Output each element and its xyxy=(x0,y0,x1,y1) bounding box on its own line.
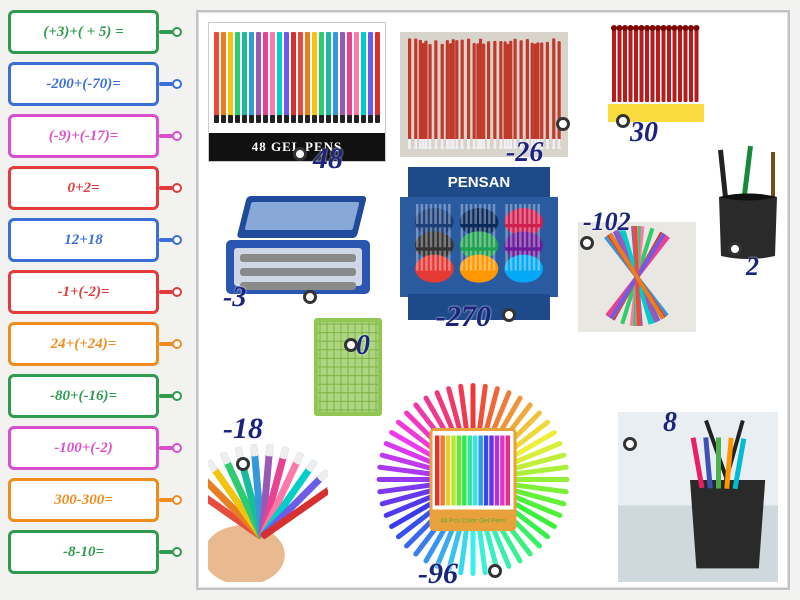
question-item[interactable]: (+3)+( + 5) = xyxy=(8,10,182,54)
question-box[interactable]: -200+(-70)= xyxy=(8,62,159,106)
matching-board: 48 GEL PENS 48 -26 30 2 -102 PENSAN -270 -3 0… xyxy=(196,10,790,590)
question-plug-icon[interactable] xyxy=(172,339,182,349)
question-connector xyxy=(159,134,173,138)
question-plug-icon[interactable] xyxy=(172,131,182,141)
drop-target[interactable] xyxy=(713,142,783,262)
target-value-label: 2 xyxy=(746,252,759,282)
drop-socket-icon[interactable] xyxy=(728,242,742,256)
question-item[interactable]: -200+(-70)= xyxy=(8,62,182,106)
question-box[interactable]: -80+(-16)= xyxy=(8,374,159,418)
svg-text:48 Pcs Color Gel Pens: 48 Pcs Color Gel Pens xyxy=(440,518,507,525)
drop-target[interactable]: 48 Pcs Color Gel Pens xyxy=(373,372,573,587)
question-plug-icon[interactable] xyxy=(172,443,182,453)
question-plug-icon[interactable] xyxy=(172,287,182,297)
question-plug-icon[interactable] xyxy=(172,391,182,401)
drop-socket-icon[interactable] xyxy=(623,437,637,451)
question-connector xyxy=(159,290,173,294)
question-connector xyxy=(159,30,173,34)
target-value-label: 8 xyxy=(663,407,677,439)
question-box[interactable]: 12+18 xyxy=(8,218,159,262)
drop-socket-icon[interactable] xyxy=(236,457,250,471)
question-box[interactable]: 0+2= xyxy=(8,166,159,210)
question-item[interactable]: -80+(-16)= xyxy=(8,374,182,418)
question-item[interactable]: (-9)+(-17)= xyxy=(8,114,182,158)
question-connector xyxy=(159,238,173,242)
drop-socket-icon[interactable] xyxy=(580,236,594,250)
target-value-label: 30 xyxy=(630,117,658,149)
question-plug-icon[interactable] xyxy=(172,547,182,557)
target-value-label: 48 xyxy=(313,142,343,176)
svg-text:PENSAN: PENSAN xyxy=(448,174,511,191)
question-connector xyxy=(159,498,173,502)
question-item[interactable]: -1+(-2)= xyxy=(8,270,182,314)
target-value-label: -26 xyxy=(506,137,543,169)
drop-target[interactable] xyxy=(608,22,704,122)
drop-socket-icon[interactable] xyxy=(344,338,358,352)
drop-socket-icon[interactable] xyxy=(616,114,630,128)
target-value-label: -96 xyxy=(418,557,458,591)
question-connector xyxy=(159,550,173,554)
target-value-label: 0 xyxy=(356,330,370,362)
question-box[interactable]: -8-10= xyxy=(8,530,159,574)
drop-socket-icon[interactable] xyxy=(556,117,570,131)
target-value-label: -3 xyxy=(223,282,246,314)
drop-target[interactable] xyxy=(208,432,328,582)
drop-target[interactable]: PENSAN xyxy=(398,162,560,322)
question-plug-icon[interactable] xyxy=(172,495,182,505)
target-value-label: -270 xyxy=(436,300,491,334)
drop-target[interactable] xyxy=(578,222,696,332)
question-connector xyxy=(159,82,173,86)
question-item[interactable]: -8-10= xyxy=(8,530,182,574)
question-box[interactable]: (-9)+(-17)= xyxy=(8,114,159,158)
question-connector xyxy=(159,342,173,346)
drop-target[interactable] xyxy=(618,412,778,582)
drop-socket-icon[interactable] xyxy=(303,290,317,304)
question-connector xyxy=(159,394,173,398)
drop-socket-icon[interactable] xyxy=(293,147,307,161)
question-plug-icon[interactable] xyxy=(172,79,182,89)
drop-socket-icon[interactable] xyxy=(488,564,502,578)
question-item[interactable]: 24+(+24)= xyxy=(8,322,182,366)
question-item[interactable]: 300-300= xyxy=(8,478,182,522)
question-box[interactable]: 24+(+24)= xyxy=(8,322,159,366)
question-box[interactable]: -1+(-2)= xyxy=(8,270,159,314)
drop-target[interactable]: 48 GEL PENS xyxy=(208,22,386,162)
question-connector xyxy=(159,186,173,190)
question-connector xyxy=(159,446,173,450)
question-box[interactable]: -100+(-2) xyxy=(8,426,159,470)
question-item[interactable]: 12+18 xyxy=(8,218,182,262)
question-plug-icon[interactable] xyxy=(172,235,182,245)
question-item[interactable]: 0+2= xyxy=(8,166,182,210)
question-plug-icon[interactable] xyxy=(172,183,182,193)
question-item[interactable]: -100+(-2) xyxy=(8,426,182,470)
question-box[interactable]: (+3)+( + 5) = xyxy=(8,10,159,54)
question-list: (+3)+( + 5) = -200+(-70)= (-9)+(-17)= 0+2= 1… xyxy=(8,10,182,582)
question-plug-icon[interactable] xyxy=(172,27,182,37)
drop-socket-icon[interactable] xyxy=(502,308,516,322)
target-value-label: -102 xyxy=(583,207,631,237)
target-value-label: -18 xyxy=(223,412,263,446)
question-box[interactable]: 300-300= xyxy=(8,478,159,522)
